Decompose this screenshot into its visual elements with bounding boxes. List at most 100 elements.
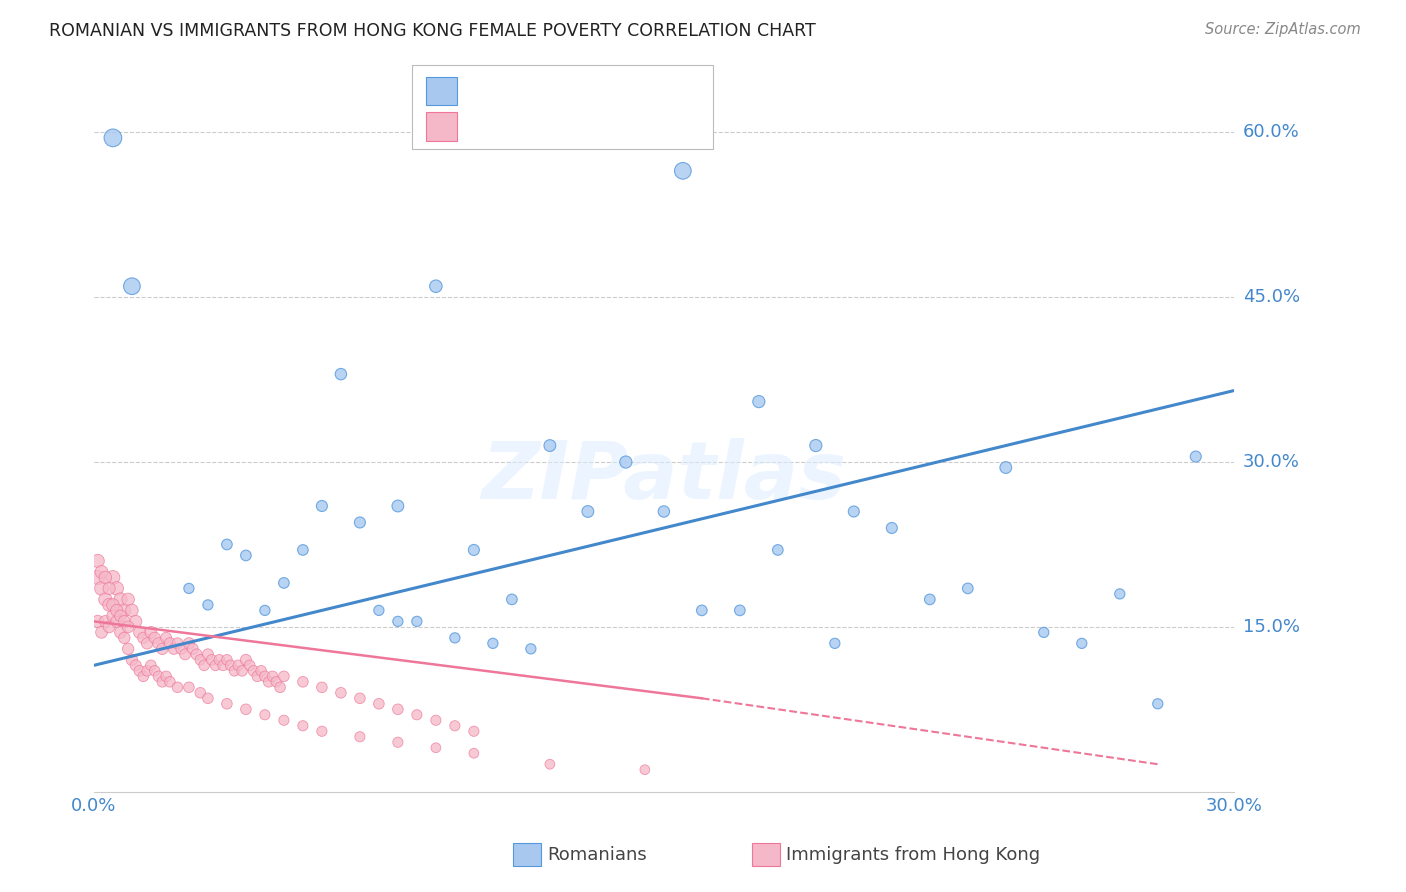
Point xyxy=(253,669,276,683)
Point xyxy=(406,707,429,722)
Point xyxy=(266,674,288,689)
Point xyxy=(215,653,238,667)
Point xyxy=(87,554,110,568)
Point xyxy=(226,658,249,673)
Point xyxy=(163,641,186,656)
Point xyxy=(349,691,371,706)
Point xyxy=(110,592,132,607)
Point xyxy=(186,648,208,662)
Point xyxy=(652,504,675,518)
Point xyxy=(367,603,389,617)
Point xyxy=(155,669,177,683)
Point xyxy=(143,631,166,645)
Point xyxy=(387,499,409,513)
Text: 45.0%: 45.0% xyxy=(1243,288,1301,306)
Point xyxy=(98,598,121,612)
Point xyxy=(1108,587,1130,601)
Text: R = -0.289   N = 105: R = -0.289 N = 105 xyxy=(468,120,657,138)
Point xyxy=(105,582,128,596)
Point xyxy=(387,615,409,629)
Point xyxy=(121,279,143,293)
Point xyxy=(748,394,770,409)
Point xyxy=(105,615,128,629)
Point xyxy=(349,730,371,744)
Text: Romanians: Romanians xyxy=(547,846,647,863)
Point xyxy=(132,631,155,645)
Point xyxy=(224,664,246,678)
Point xyxy=(139,625,162,640)
Point xyxy=(246,669,269,683)
Point xyxy=(463,543,485,558)
Point xyxy=(273,575,295,590)
Point xyxy=(177,681,200,695)
Point xyxy=(139,658,162,673)
Text: R =  0.346   N =  43: R = 0.346 N = 43 xyxy=(468,85,651,103)
Point xyxy=(90,625,112,640)
Point xyxy=(98,620,121,634)
Point xyxy=(824,636,846,650)
Point xyxy=(1146,697,1168,711)
Point xyxy=(148,636,170,650)
Point xyxy=(349,516,371,530)
Point xyxy=(672,164,695,178)
Point xyxy=(101,608,124,623)
Point xyxy=(1070,636,1092,650)
Point xyxy=(128,625,150,640)
Point xyxy=(117,592,139,607)
Point xyxy=(215,537,238,551)
Text: 60.0%: 60.0% xyxy=(1243,123,1299,142)
Point xyxy=(201,653,224,667)
Point xyxy=(112,615,135,629)
Point xyxy=(842,504,865,518)
Point xyxy=(501,592,523,607)
Point xyxy=(197,648,219,662)
Point xyxy=(117,620,139,634)
Point xyxy=(174,648,197,662)
Point xyxy=(159,636,181,650)
Point xyxy=(125,615,148,629)
Point xyxy=(105,603,128,617)
Point xyxy=(90,582,112,596)
Point xyxy=(425,740,447,755)
Point xyxy=(444,719,467,733)
Point xyxy=(994,460,1017,475)
Point xyxy=(262,669,284,683)
Point xyxy=(918,592,941,607)
Point xyxy=(212,658,235,673)
Point xyxy=(250,664,273,678)
Point xyxy=(956,582,979,596)
Point xyxy=(387,702,409,716)
Point xyxy=(188,686,211,700)
Text: 30.0%: 30.0% xyxy=(1243,453,1299,471)
Point xyxy=(90,565,112,579)
Point xyxy=(112,631,135,645)
Point xyxy=(425,279,447,293)
Point xyxy=(98,582,121,596)
Point xyxy=(444,631,467,645)
Point xyxy=(193,658,215,673)
Point xyxy=(311,724,333,739)
Point xyxy=(132,669,155,683)
Point xyxy=(425,713,447,727)
Point xyxy=(112,603,135,617)
Point xyxy=(538,439,561,453)
Point xyxy=(257,674,280,689)
Point xyxy=(197,598,219,612)
Point xyxy=(101,131,124,145)
Text: 15.0%: 15.0% xyxy=(1243,618,1301,636)
Point xyxy=(463,724,485,739)
Point xyxy=(239,658,262,673)
Point xyxy=(329,686,352,700)
Text: Source: ZipAtlas.com: Source: ZipAtlas.com xyxy=(1205,22,1361,37)
Point xyxy=(87,615,110,629)
Point xyxy=(253,707,276,722)
Point xyxy=(253,603,276,617)
Point xyxy=(273,669,295,683)
Point xyxy=(235,702,257,716)
Point xyxy=(170,641,193,656)
Point xyxy=(1032,625,1054,640)
Point xyxy=(177,582,200,596)
Point xyxy=(804,439,827,453)
Point xyxy=(634,763,657,777)
Point xyxy=(110,608,132,623)
